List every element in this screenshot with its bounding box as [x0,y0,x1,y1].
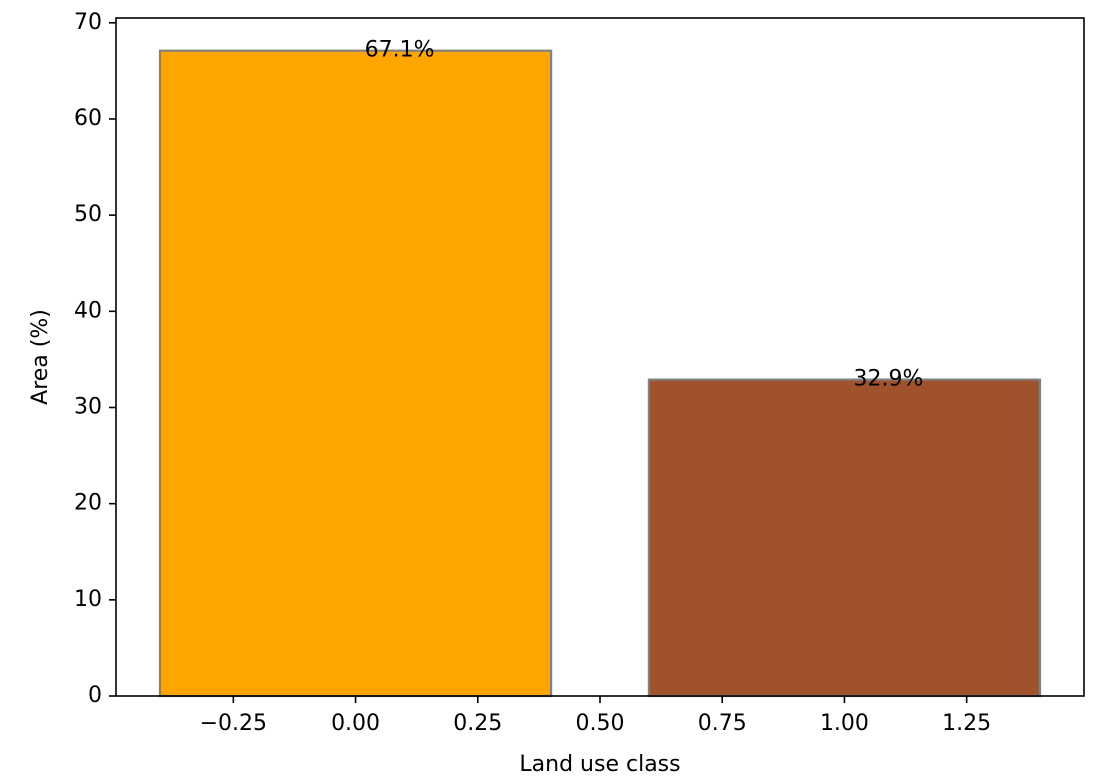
y-tick-label: 10 [74,587,102,612]
data-labels-layer: 67.1% 32.9% [365,38,924,392]
bar-value-label-0: 67.1% [365,38,435,63]
bar-value-label-1: 32.9% [853,367,923,392]
x-axis-label: Land use class [519,752,680,777]
bar-1 [647,378,1042,698]
y-tick-label: 70 [74,10,102,35]
x-tick-label: 1.25 [942,711,991,736]
x-tick-label: 0.75 [698,711,747,736]
x-tick-label: 0.00 [331,711,380,736]
bars-layer [158,49,1042,698]
y-axis-ticks: 0 10 20 30 40 50 60 70 [74,10,116,708]
y-tick-label: 0 [88,683,102,708]
y-tick-label: 40 [74,298,102,323]
y-axis-label: Area (%) [28,309,53,405]
y-tick-label: 30 [74,394,102,419]
y-tick-label: 20 [74,491,102,516]
bar-0 [158,49,553,698]
y-tick-label: 50 [74,202,102,227]
x-tick-label: 0.50 [576,711,625,736]
x-tick-label: 0.25 [453,711,502,736]
x-tick-label: −0.25 [200,711,267,736]
y-tick-label: 60 [74,106,102,131]
x-tick-label: 1.00 [820,711,869,736]
x-axis-ticks: −0.25 0.00 0.25 0.50 0.75 1.00 1.25 [200,696,991,736]
